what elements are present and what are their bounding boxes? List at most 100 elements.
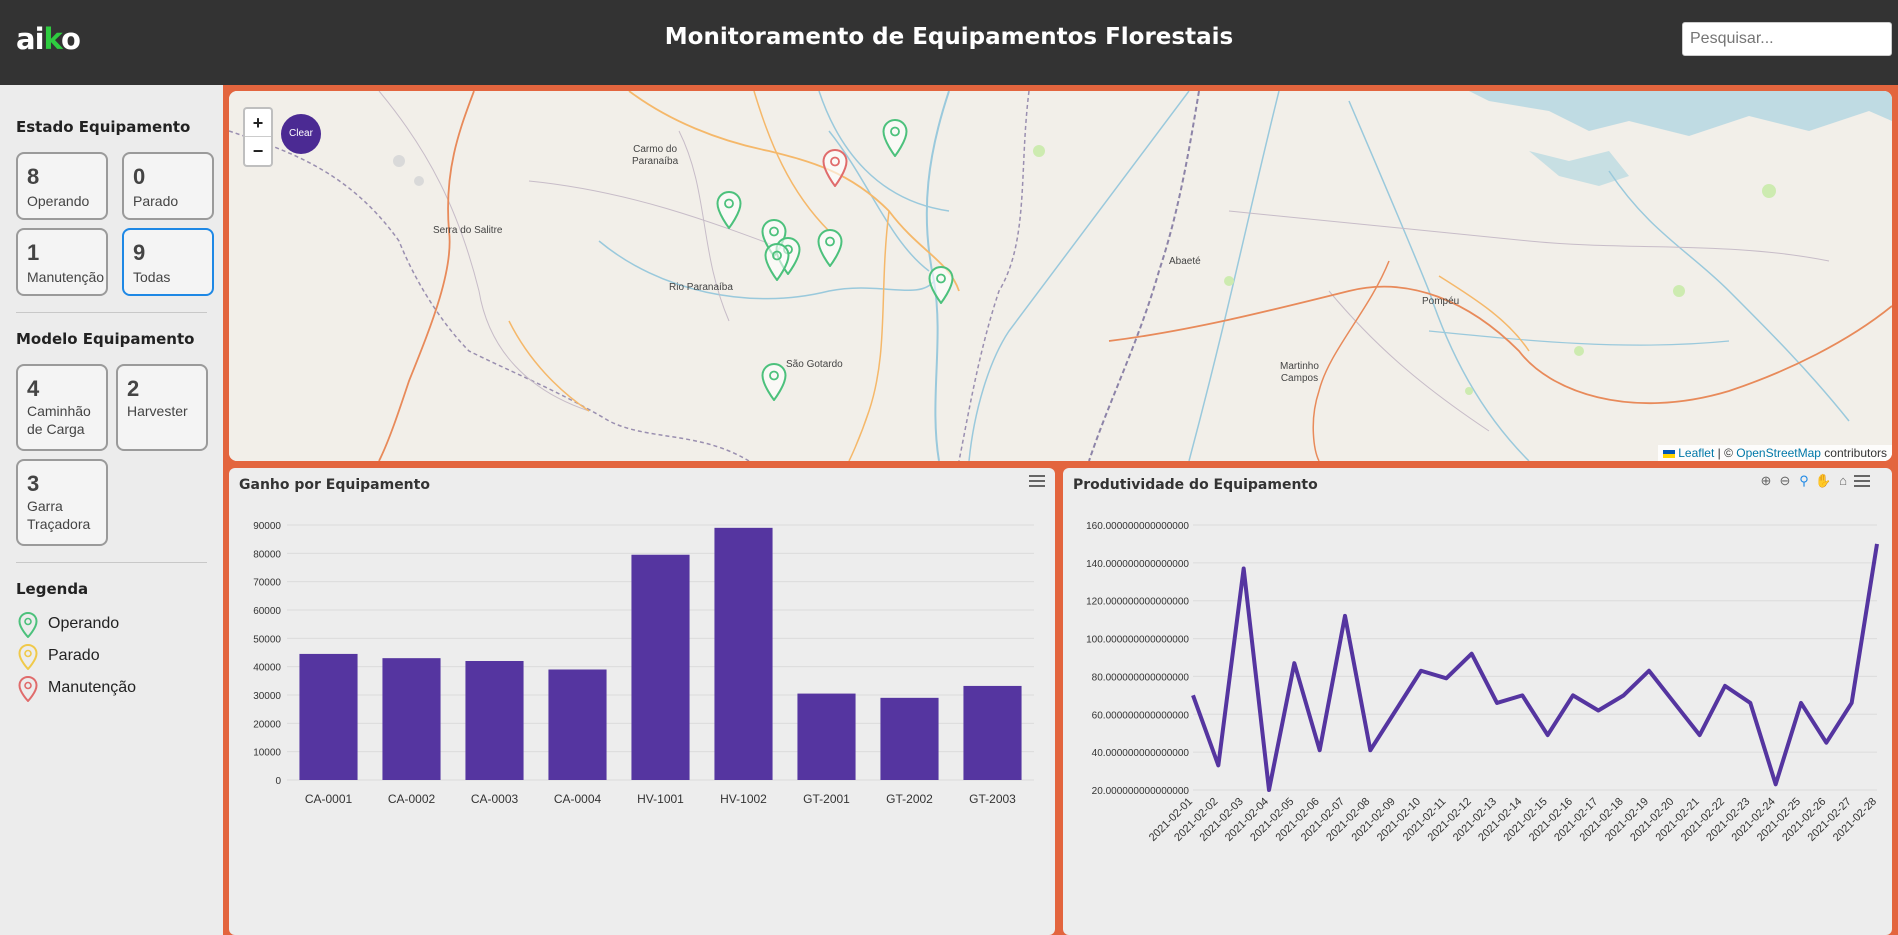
leaflet-link[interactable]: Leaflet	[1678, 446, 1715, 460]
legend-label: Operando	[48, 615, 120, 632]
attribution-separator: | ©	[1714, 446, 1737, 460]
y-tick-label: 100.000000000000000	[1086, 635, 1189, 646]
map-town-label: Martinho Campos	[1280, 361, 1319, 384]
card-count: 0	[133, 164, 146, 189]
card-label: Garra Traçadora	[27, 498, 91, 532]
series-line	[1191, 543, 1879, 792]
produtividade-panel: Produtividade do Equipamento ⊕ ⊖ ⚲ ✋ ⌂ 2…	[1063, 468, 1892, 935]
search-input[interactable]	[1682, 22, 1892, 56]
y-tick-label: 120.000000000000000	[1086, 597, 1189, 608]
y-tick-label: 160.000000000000000	[1086, 521, 1189, 532]
y-tick-label: 30000	[253, 691, 281, 702]
zoom-in-button[interactable]: +	[245, 109, 271, 137]
card-count: 1	[27, 240, 40, 265]
ganho-title: Ganho por Equipamento	[239, 477, 430, 493]
card-count: 3	[27, 471, 40, 496]
home-reset-icon[interactable]: ⌂	[1839, 473, 1847, 488]
clear-button[interactable]: Clear	[281, 114, 321, 154]
map-pin-icon	[18, 676, 38, 702]
card-label: Parado	[133, 193, 179, 209]
estado-card-operando[interactable]: 8 Operando	[16, 152, 108, 220]
hamburger-menu-icon[interactable]	[1854, 475, 1870, 487]
estado-card-manutencao[interactable]: 1 Manutenção	[16, 228, 108, 296]
y-tick-label: 90000	[253, 521, 281, 532]
selection-zoom-icon[interactable]: ⚲	[1799, 473, 1809, 488]
card-label: Todas	[133, 269, 171, 285]
map-attribution: Leaflet | © OpenStreetMap contributors	[1657, 445, 1892, 461]
card-count: 2	[127, 376, 140, 401]
zoom-in-icon[interactable]: ⊕	[1760, 473, 1772, 488]
map-pin-icon	[18, 644, 38, 670]
estado-title: Estado Equipamento	[16, 118, 191, 136]
aiko-logo[interactable]: aiko	[16, 22, 81, 56]
map-marker-manutencao-icon[interactable]	[822, 149, 848, 187]
y-tick-label: 140.000000000000000	[1086, 559, 1189, 570]
estado-card-parado[interactable]: 0 Parado	[122, 152, 214, 220]
map-town-label: Serra do Salitre	[433, 225, 503, 236]
x-tick-label: GT-2001	[803, 792, 850, 806]
card-label: Caminhão de Carga	[27, 403, 91, 437]
y-tick-label: 60000	[253, 606, 281, 617]
ganho-panel: Ganho por Equipamento 0 10000 20000 30000 40…	[229, 468, 1055, 935]
y-tick-label: 20000	[253, 719, 281, 730]
main-content: Carmo do Paranaíba Serra do Salitre Rio P…	[223, 85, 1898, 935]
top-header: aiko Monitoramento de Equipamentos Flore…	[0, 0, 1898, 85]
x-tick-label: CA-0002	[388, 792, 436, 806]
estado-card-todas[interactable]: 9 Todas	[122, 228, 214, 296]
map-marker-operando-icon[interactable]	[716, 191, 742, 229]
bar	[880, 697, 939, 780]
modelo-card-garra[interactable]: 3 Garra Traçadora	[16, 459, 108, 546]
map-marker-operando-icon[interactable]	[817, 229, 843, 267]
y-tick-label: 0	[275, 776, 281, 787]
zoom-control: + −	[243, 107, 273, 167]
x-tick-label: GT-2003	[969, 792, 1016, 806]
y-tick-label: 80000	[253, 549, 281, 560]
card-count: 8	[27, 164, 40, 189]
map-marker-operando-icon[interactable]	[882, 119, 908, 157]
divider	[16, 562, 207, 563]
map-town-label: São Gotardo	[786, 359, 843, 370]
bar	[382, 658, 441, 780]
sidebar: Estado Equipamento 8 Operando 0 Parado 1…	[0, 85, 223, 935]
produtividade-title: Produtividade do Equipamento	[1073, 477, 1318, 493]
legend-label: Manutenção	[48, 679, 137, 696]
map-tiles	[229, 91, 1892, 461]
card-label: Manutenção	[27, 269, 105, 285]
map-town-label: Rio Paranaíba	[669, 282, 733, 293]
pan-hand-icon[interactable]: ✋	[1815, 473, 1832, 488]
modelo-card-caminhao[interactable]: 4 Caminhão de Carga	[16, 364, 108, 451]
map-marker-operando-icon[interactable]	[928, 266, 954, 304]
modelo-title: Modelo Equipamento	[16, 330, 195, 348]
map-marker-operando-icon[interactable]	[761, 363, 787, 401]
map-pin-icon	[18, 612, 38, 638]
y-tick-label: 10000	[253, 748, 281, 759]
bar	[465, 661, 524, 780]
y-tick-label: 40.000000000000000	[1092, 748, 1190, 759]
osm-link[interactable]: OpenStreetMap	[1736, 446, 1821, 460]
hamburger-menu-icon[interactable]	[1029, 475, 1045, 487]
attribution-tail: contributors	[1820, 446, 1887, 460]
card-count: 4	[27, 376, 40, 401]
x-tick-label: CA-0003	[471, 792, 519, 806]
map[interactable]: Carmo do Paranaíba Serra do Salitre Rio P…	[229, 91, 1892, 461]
ukraine-flag-icon	[1662, 449, 1675, 458]
x-tick-label: CA-0001	[305, 792, 353, 806]
map-marker-operando-icon[interactable]	[764, 243, 790, 281]
zoom-out-icon[interactable]: ⊖	[1779, 473, 1791, 488]
map-town-label: Abaeté	[1169, 256, 1201, 267]
bar-chart: 0 10000 20000 30000 40000 50000 60000 70000 8000…	[253, 521, 1034, 806]
zoom-out-button[interactable]: −	[252, 141, 264, 161]
page-title: Monitoramento de Equipamentos Florestais	[664, 24, 1234, 50]
card-label: Harvester	[127, 403, 188, 419]
legend-label: Parado	[48, 647, 100, 664]
bar	[714, 527, 773, 780]
x-tick-label: CA-0004	[554, 792, 602, 806]
bar	[963, 685, 1022, 780]
y-tick-label: 50000	[253, 634, 281, 645]
modelo-card-harvester[interactable]: 2 Harvester	[116, 364, 208, 451]
bar	[797, 693, 856, 780]
bar	[631, 554, 690, 780]
map-town-label: Carmo do Paranaíba	[632, 144, 679, 167]
card-count: 9	[133, 240, 146, 265]
legend-title: Legenda	[16, 580, 89, 598]
